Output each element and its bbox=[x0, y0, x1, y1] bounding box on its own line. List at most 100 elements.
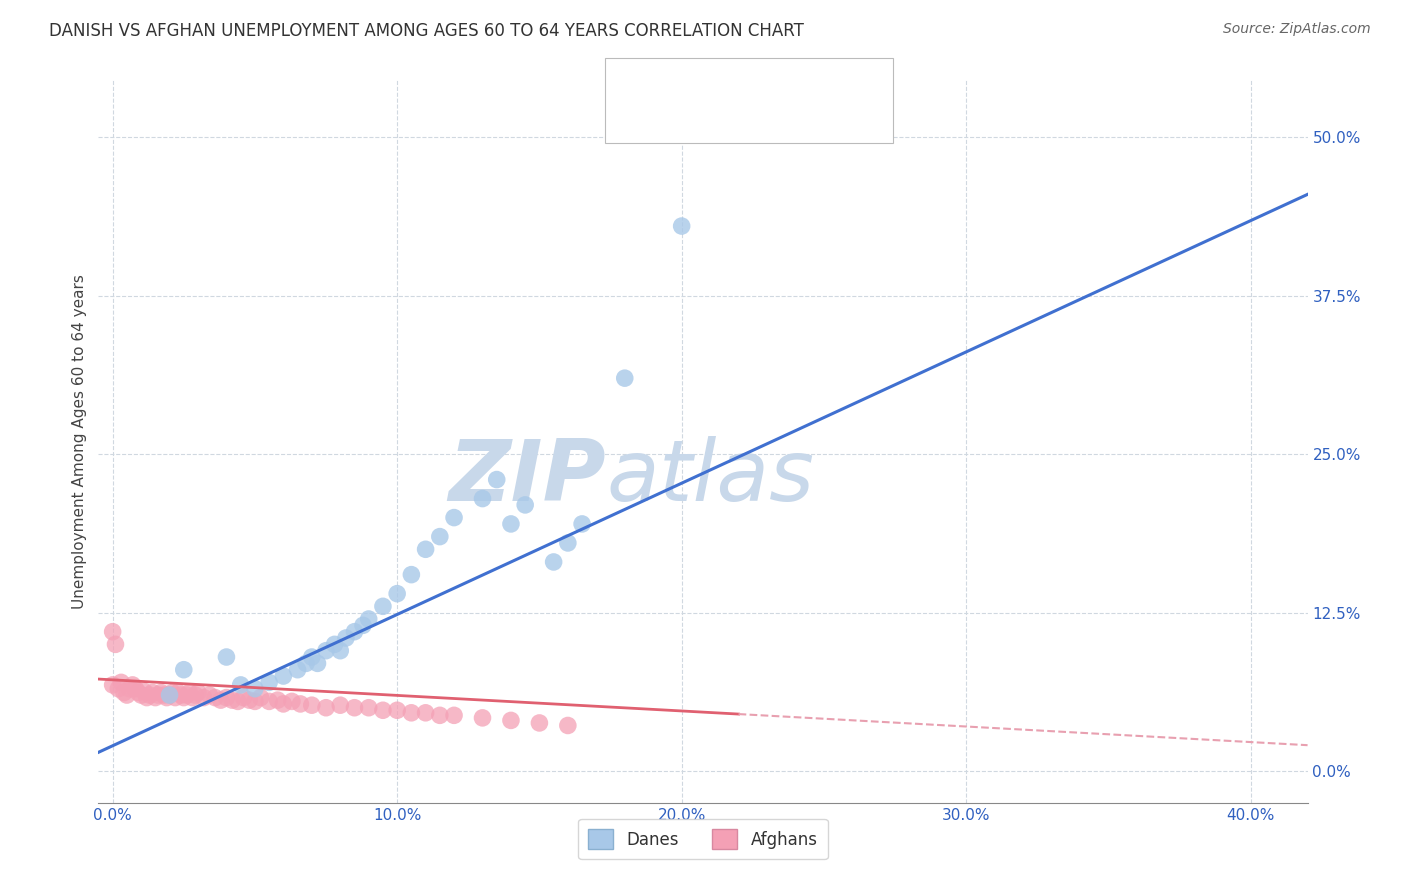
Point bbox=[323, 637, 346, 651]
Point bbox=[150, 685, 173, 699]
Point bbox=[215, 650, 238, 665]
Point bbox=[257, 694, 280, 708]
Point bbox=[290, 697, 312, 711]
Point bbox=[127, 685, 149, 699]
Point bbox=[273, 697, 295, 711]
Point bbox=[429, 708, 451, 723]
Point bbox=[173, 663, 195, 677]
Point bbox=[156, 690, 179, 705]
Point bbox=[173, 690, 195, 705]
Point bbox=[135, 690, 157, 705]
Point bbox=[165, 690, 187, 705]
Point bbox=[529, 715, 551, 730]
Text: DANISH VS AFGHAN UNEMPLOYMENT AMONG AGES 60 TO 64 YEARS CORRELATION CHART: DANISH VS AFGHAN UNEMPLOYMENT AMONG AGES… bbox=[49, 22, 804, 40]
Point bbox=[401, 706, 423, 720]
Point bbox=[295, 657, 318, 671]
Point bbox=[281, 694, 304, 708]
Point bbox=[301, 650, 323, 665]
Point bbox=[179, 685, 201, 699]
Point bbox=[273, 669, 295, 683]
Text: R = -0.260   N = 63: R = -0.260 N = 63 bbox=[668, 111, 831, 128]
Point bbox=[115, 688, 138, 702]
Point bbox=[315, 643, 337, 657]
Point bbox=[129, 688, 152, 702]
Point bbox=[226, 694, 249, 708]
Point bbox=[335, 631, 357, 645]
Point bbox=[176, 688, 198, 702]
Point bbox=[187, 685, 209, 699]
Point bbox=[471, 711, 494, 725]
Point bbox=[159, 688, 181, 702]
Point bbox=[543, 555, 565, 569]
Point bbox=[101, 624, 124, 639]
Point bbox=[153, 688, 176, 702]
Point bbox=[101, 678, 124, 692]
Point bbox=[132, 684, 155, 698]
Point bbox=[167, 685, 190, 699]
Point bbox=[118, 681, 141, 696]
Point bbox=[485, 473, 508, 487]
Bar bbox=[628, 72, 657, 99]
Point bbox=[515, 498, 537, 512]
Point bbox=[104, 637, 127, 651]
Text: Source: ZipAtlas.com: Source: ZipAtlas.com bbox=[1223, 22, 1371, 37]
Point bbox=[287, 663, 309, 677]
Point bbox=[193, 690, 215, 705]
Text: R =  0.621   N = 33: R = 0.621 N = 33 bbox=[668, 76, 831, 95]
Point bbox=[249, 690, 271, 705]
Point bbox=[301, 698, 323, 713]
Point bbox=[499, 714, 522, 728]
Point bbox=[343, 624, 366, 639]
Point bbox=[198, 688, 221, 702]
Point bbox=[232, 690, 254, 705]
Point bbox=[385, 587, 408, 601]
Point bbox=[138, 688, 160, 702]
Point bbox=[143, 690, 166, 705]
Point bbox=[238, 693, 260, 707]
Point bbox=[557, 536, 579, 550]
Point bbox=[159, 688, 181, 702]
Point bbox=[229, 678, 252, 692]
Point bbox=[671, 219, 693, 233]
Point bbox=[107, 681, 129, 696]
Point bbox=[415, 706, 437, 720]
Text: ZIP: ZIP bbox=[449, 436, 606, 519]
Point bbox=[357, 700, 380, 714]
Point bbox=[257, 675, 280, 690]
Point bbox=[443, 708, 465, 723]
Point bbox=[170, 688, 193, 702]
Point bbox=[429, 530, 451, 544]
Point bbox=[266, 693, 288, 707]
Point bbox=[352, 618, 374, 632]
Point bbox=[315, 700, 337, 714]
Point bbox=[162, 685, 184, 699]
Point bbox=[243, 694, 266, 708]
Point bbox=[121, 678, 143, 692]
Point bbox=[385, 703, 408, 717]
Point bbox=[329, 698, 352, 713]
Point bbox=[371, 599, 394, 614]
Point bbox=[307, 657, 329, 671]
Point bbox=[357, 612, 380, 626]
Point bbox=[443, 510, 465, 524]
Text: atlas: atlas bbox=[606, 436, 814, 519]
Y-axis label: Unemployment Among Ages 60 to 64 years: Unemployment Among Ages 60 to 64 years bbox=[72, 274, 87, 609]
Point bbox=[221, 693, 243, 707]
Point bbox=[209, 693, 232, 707]
Point bbox=[184, 688, 207, 702]
Point bbox=[571, 516, 593, 531]
Point bbox=[146, 688, 169, 702]
Point bbox=[124, 681, 146, 696]
Point bbox=[613, 371, 636, 385]
Point bbox=[401, 567, 423, 582]
Point bbox=[499, 516, 522, 531]
Point bbox=[415, 542, 437, 557]
Point bbox=[371, 703, 394, 717]
Point bbox=[181, 690, 204, 705]
Point bbox=[110, 675, 132, 690]
Bar bbox=[628, 106, 657, 133]
Point bbox=[343, 700, 366, 714]
Point bbox=[557, 718, 579, 732]
Point bbox=[243, 681, 266, 696]
Point bbox=[112, 685, 135, 699]
